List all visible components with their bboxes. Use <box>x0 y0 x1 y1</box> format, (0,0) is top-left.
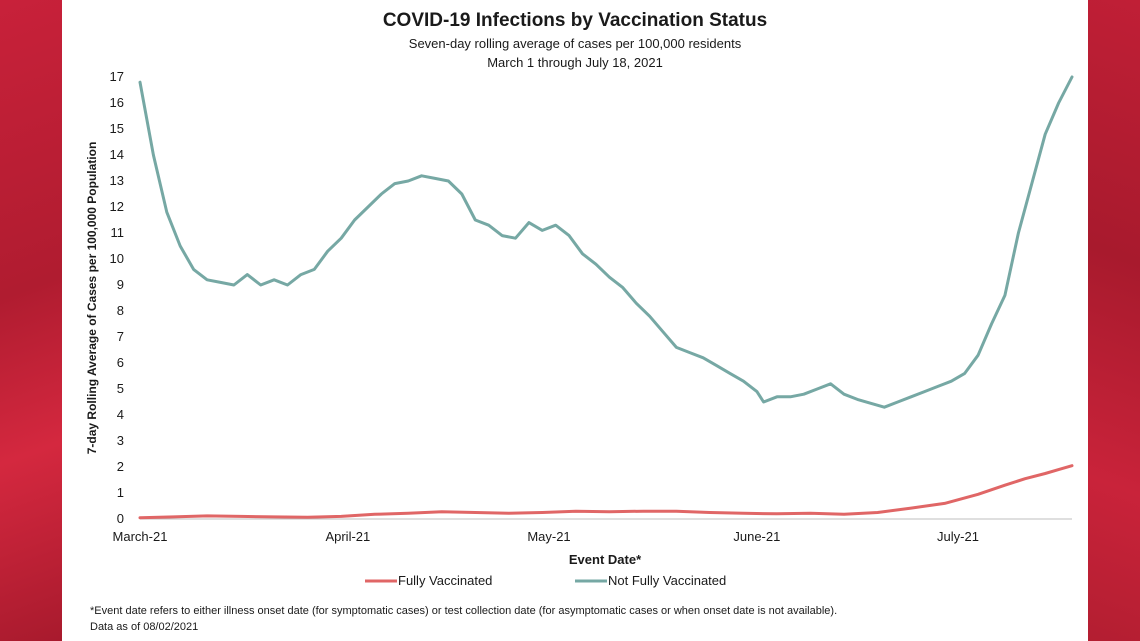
x-tick-label: May-21 <box>527 529 570 544</box>
x-tick-label: April-21 <box>325 529 370 544</box>
x-axis-label: Event Date* <box>569 552 642 567</box>
series-layer <box>138 75 1074 520</box>
y-tick-label: 14 <box>110 147 124 162</box>
chart-title: COVID-19 Infections by Vaccination Statu… <box>382 10 768 31</box>
y-axis-label: 7-day Rolling Average of Cases per 100,0… <box>85 142 99 455</box>
y-tick-label: 6 <box>117 355 124 370</box>
legend-label-not-fully-vaccinated: Not Fully Vaccinated <box>608 573 726 588</box>
y-tick-label: 2 <box>117 459 124 474</box>
x-axis: March-21 April-21 May-21 June-21 July-21 <box>113 518 1072 544</box>
y-tick-label: 8 <box>117 303 124 318</box>
right-decor-band <box>1088 0 1140 641</box>
y-tick-label: 4 <box>117 407 124 422</box>
y-tick-label: 3 <box>117 433 124 448</box>
legend-label-fully-vaccinated: Fully Vaccinated <box>398 573 492 588</box>
x-tick-label: July-21 <box>937 529 979 544</box>
y-tick-label: 13 <box>110 173 124 188</box>
y-tick-label: 15 <box>110 121 124 136</box>
chart-subtitle: Seven-day rolling average of cases per 1… <box>408 36 742 51</box>
y-tick-label: 7 <box>117 329 124 344</box>
y-tick-label: 11 <box>111 225 125 240</box>
x-tick-label: March-21 <box>113 529 168 544</box>
footnote-data-as-of: Data as of 08/02/2021 <box>90 621 199 633</box>
y-tick-label: 9 <box>117 277 124 292</box>
y-tick-label: 0 <box>117 511 124 526</box>
y-tick-label: 5 <box>117 381 124 396</box>
chart-panel: COVID-19 Infections by Vaccination Statu… <box>62 0 1088 641</box>
series-line-fully-vaccinated <box>138 464 1074 520</box>
y-tick-label: 17 <box>110 69 124 84</box>
y-tick-label: 12 <box>110 199 124 214</box>
chart-date-range: March 1 through July 18, 2021 <box>487 55 663 70</box>
series-line-not-fully-vaccinated <box>138 75 1074 409</box>
legend: Fully Vaccinated Not Fully Vaccinated <box>365 573 726 588</box>
x-tick-label: June-21 <box>733 529 780 544</box>
left-decor-band <box>0 0 62 641</box>
y-tick-label: 16 <box>110 95 124 110</box>
footnote-event-date: *Event date refers to either illness ons… <box>90 605 838 617</box>
y-tick-label: 10 <box>110 251 124 266</box>
y-tick-label: 1 <box>117 485 124 500</box>
